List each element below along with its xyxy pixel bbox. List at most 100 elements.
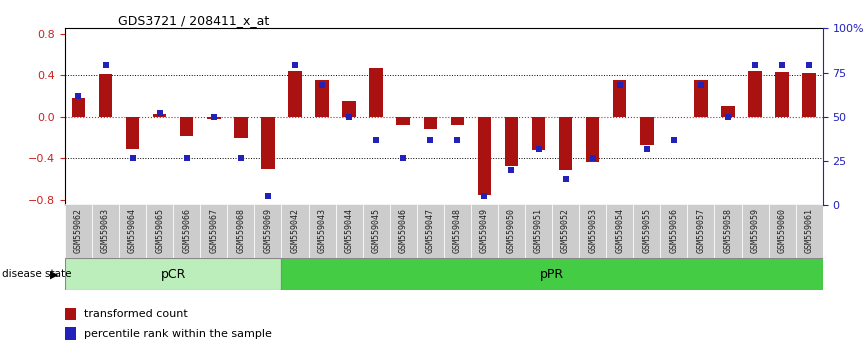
Bar bbox=[397, 117, 410, 125]
Point bbox=[694, 82, 708, 88]
Bar bbox=[768, 204, 796, 258]
Bar bbox=[180, 117, 193, 136]
Text: GSM559057: GSM559057 bbox=[696, 208, 706, 253]
Text: GSM559059: GSM559059 bbox=[751, 208, 759, 253]
Text: GSM559061: GSM559061 bbox=[805, 208, 814, 253]
Bar bbox=[126, 117, 139, 149]
Text: disease state: disease state bbox=[2, 269, 71, 279]
Text: GSM559047: GSM559047 bbox=[426, 208, 435, 253]
Point bbox=[423, 137, 437, 143]
Point bbox=[640, 146, 654, 152]
Point bbox=[397, 155, 410, 160]
Bar bbox=[65, 308, 76, 320]
Bar bbox=[200, 204, 227, 258]
Bar bbox=[748, 71, 762, 117]
Bar bbox=[525, 204, 553, 258]
Bar bbox=[72, 98, 85, 117]
Bar bbox=[146, 204, 173, 258]
Bar bbox=[308, 204, 335, 258]
Text: GSM559062: GSM559062 bbox=[74, 208, 83, 253]
Point bbox=[126, 155, 139, 160]
Bar bbox=[775, 72, 789, 117]
Text: GSM559046: GSM559046 bbox=[398, 208, 408, 253]
Bar bbox=[255, 204, 281, 258]
Point bbox=[342, 114, 356, 120]
Point bbox=[180, 155, 194, 160]
Text: GSM559064: GSM559064 bbox=[128, 208, 137, 253]
Bar bbox=[498, 204, 525, 258]
Point bbox=[450, 137, 464, 143]
Point bbox=[477, 194, 491, 199]
Point bbox=[748, 63, 762, 68]
Point bbox=[99, 63, 113, 68]
Point bbox=[505, 167, 519, 173]
Point bbox=[775, 63, 789, 68]
Text: GDS3721 / 208411_x_at: GDS3721 / 208411_x_at bbox=[118, 14, 269, 27]
Text: GSM559055: GSM559055 bbox=[643, 208, 651, 253]
Text: GSM559042: GSM559042 bbox=[290, 208, 300, 253]
Bar bbox=[532, 117, 546, 150]
Text: GSM559058: GSM559058 bbox=[723, 208, 733, 253]
Point bbox=[585, 155, 599, 160]
Bar bbox=[370, 68, 383, 117]
Point bbox=[369, 137, 383, 143]
Text: percentile rank within the sample: percentile rank within the sample bbox=[85, 329, 272, 339]
Text: GSM559063: GSM559063 bbox=[101, 208, 110, 253]
Point bbox=[559, 176, 572, 182]
Bar bbox=[606, 204, 633, 258]
Bar bbox=[586, 117, 599, 161]
Bar bbox=[695, 80, 708, 117]
Point bbox=[613, 82, 627, 88]
Point bbox=[315, 82, 329, 88]
Bar bbox=[553, 204, 579, 258]
Text: GSM559043: GSM559043 bbox=[318, 208, 326, 253]
Text: GSM559045: GSM559045 bbox=[372, 208, 381, 253]
Bar bbox=[505, 117, 518, 166]
Bar bbox=[640, 117, 654, 145]
Bar bbox=[688, 204, 714, 258]
Bar bbox=[796, 204, 823, 258]
Bar bbox=[417, 204, 443, 258]
Bar bbox=[741, 204, 768, 258]
Bar bbox=[423, 117, 437, 129]
Bar bbox=[173, 204, 200, 258]
Point bbox=[802, 63, 816, 68]
Text: GSM559060: GSM559060 bbox=[778, 208, 786, 253]
Bar bbox=[478, 117, 491, 195]
Text: GSM559056: GSM559056 bbox=[669, 208, 678, 253]
Bar bbox=[315, 80, 329, 117]
Bar bbox=[803, 73, 816, 117]
Bar bbox=[443, 204, 471, 258]
Point bbox=[721, 114, 735, 120]
Text: GSM559044: GSM559044 bbox=[345, 208, 353, 253]
Text: GSM559049: GSM559049 bbox=[480, 208, 489, 253]
Text: GSM559069: GSM559069 bbox=[263, 208, 273, 253]
Text: pPR: pPR bbox=[540, 268, 564, 281]
Bar bbox=[342, 101, 356, 117]
Bar bbox=[234, 117, 248, 138]
Bar bbox=[559, 117, 572, 170]
Point bbox=[152, 110, 166, 116]
Point bbox=[288, 63, 302, 68]
Bar bbox=[227, 204, 255, 258]
Bar bbox=[335, 204, 363, 258]
Bar bbox=[633, 204, 660, 258]
Bar bbox=[281, 204, 308, 258]
Point bbox=[667, 137, 681, 143]
Bar bbox=[721, 107, 734, 117]
Text: GSM559065: GSM559065 bbox=[155, 208, 165, 253]
Bar bbox=[288, 71, 301, 117]
Bar bbox=[262, 117, 275, 169]
Text: GSM559054: GSM559054 bbox=[615, 208, 624, 253]
Bar bbox=[579, 204, 606, 258]
Text: ▶: ▶ bbox=[50, 269, 59, 279]
Bar bbox=[471, 204, 498, 258]
Point bbox=[532, 146, 546, 152]
Point bbox=[234, 155, 248, 160]
Bar bbox=[207, 117, 221, 119]
Text: transformed count: transformed count bbox=[85, 309, 188, 319]
Bar bbox=[714, 204, 741, 258]
Bar bbox=[390, 204, 417, 258]
Point bbox=[72, 93, 86, 98]
Bar bbox=[65, 204, 92, 258]
